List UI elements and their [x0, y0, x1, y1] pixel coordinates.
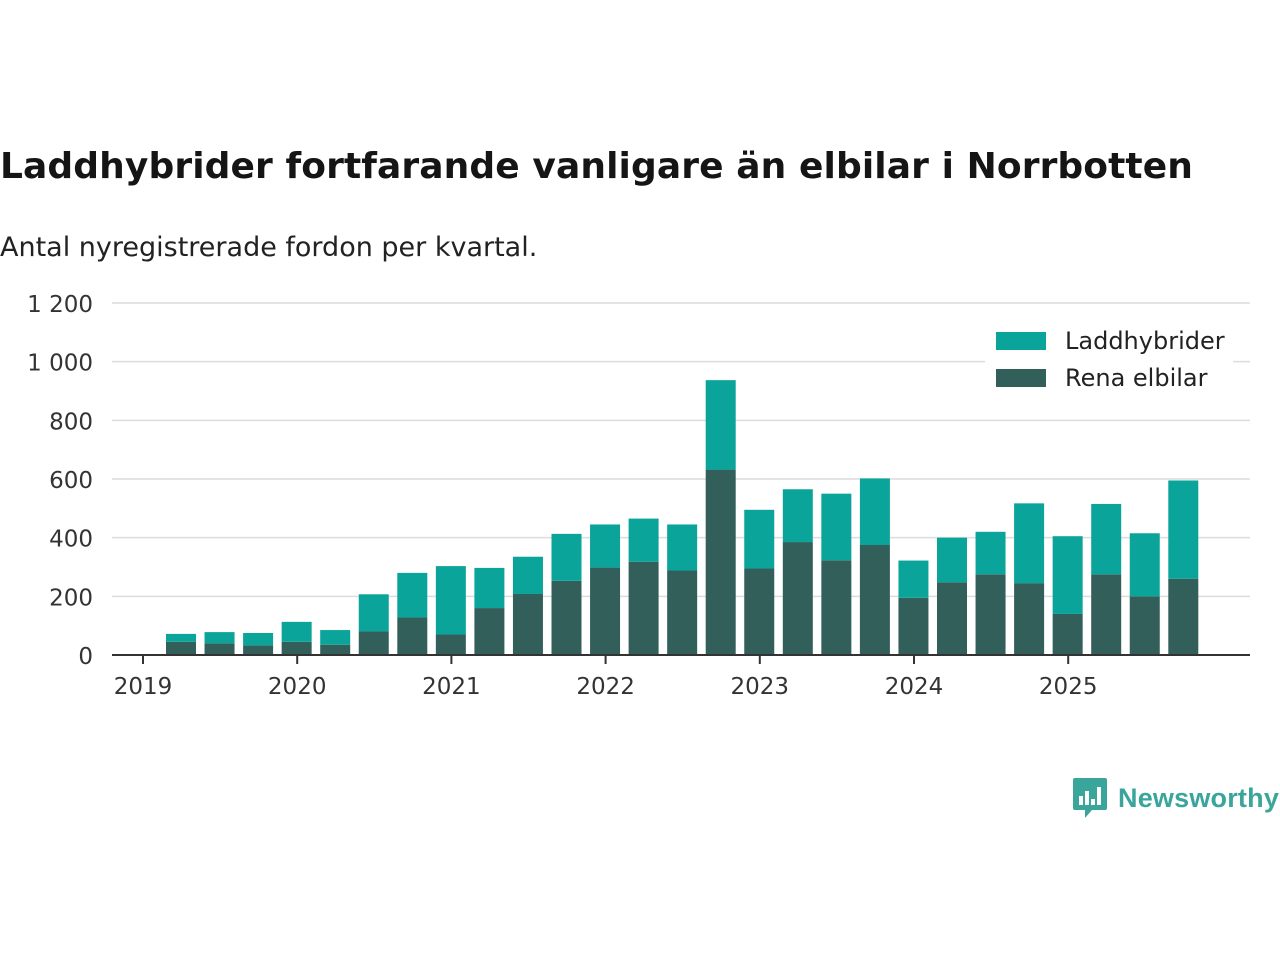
bar-laddhybrider	[166, 633, 196, 642]
y-tick-label: 200	[49, 585, 93, 611]
legend-swatch	[996, 369, 1046, 387]
y-tick-label: 1 200	[27, 292, 93, 318]
bar-laddhybrider	[474, 567, 505, 609]
bar-laddhybrider	[281, 621, 312, 642]
bar-rena-elbilar	[667, 570, 698, 655]
chart-title: Laddhybrider fortfarande vanligare än el…	[0, 146, 1193, 187]
bar-rena-elbilar	[628, 561, 659, 655]
bar-laddhybrider	[975, 531, 1006, 575]
x-tick-label: 2020	[268, 674, 327, 700]
bar-laddhybrider	[859, 478, 890, 545]
legend-swatch	[996, 332, 1046, 350]
bar-rena-elbilar	[1091, 574, 1122, 655]
bar-rena-elbilar	[551, 580, 582, 655]
bar-rena-elbilar	[1129, 596, 1160, 655]
bar-rena-elbilar	[204, 643, 235, 655]
chart-subtitle: Antal nyregistrerade fordon per kvartal.	[0, 232, 538, 263]
bar-rena-elbilar	[937, 582, 967, 655]
bar-laddhybrider	[512, 556, 543, 594]
bars	[166, 380, 1199, 655]
x-axis: 2019 2020 2021 2022 2023 2024 2025	[112, 654, 1250, 700]
bar-laddhybrider	[937, 537, 967, 583]
bar-laddhybrider	[243, 633, 274, 646]
x-tick-label: 2022	[576, 674, 635, 700]
bar-rena-elbilar	[1014, 583, 1045, 655]
y-tick-label: 400	[49, 527, 93, 553]
bar-laddhybrider	[1014, 503, 1045, 584]
bar-laddhybrider	[821, 493, 852, 561]
legend-label: Laddhybrider	[1065, 327, 1225, 355]
bar-laddhybrider	[1052, 536, 1083, 614]
bar-laddhybrider	[705, 380, 736, 470]
bar-rena-elbilar	[744, 568, 775, 655]
bar-laddhybrider	[397, 572, 428, 618]
bar-rena-elbilar	[474, 608, 505, 655]
newsworthy-logo: Newsworthy	[1072, 776, 1279, 820]
x-tick-label: 2023	[731, 674, 790, 700]
bar-rena-elbilar	[975, 574, 1006, 655]
bar-laddhybrider	[667, 524, 698, 571]
y-tick-label: 1 000	[27, 351, 93, 377]
bar-laddhybrider	[358, 594, 389, 632]
x-tick-label: 2024	[885, 674, 944, 700]
bar-laddhybrider	[744, 509, 775, 569]
bar-rena-elbilar	[898, 597, 929, 655]
y-tick-label: 0	[78, 644, 93, 670]
bar-rena-elbilar	[705, 469, 736, 655]
x-tick-label: 2025	[1039, 674, 1098, 700]
bar-rena-elbilar	[782, 542, 813, 655]
bar-rena-elbilar	[1168, 578, 1199, 655]
bar-rena-elbilar	[397, 617, 428, 655]
bar-rena-elbilar	[358, 631, 389, 655]
bar-rena-elbilar	[512, 593, 543, 655]
newsworthy-logo-text: Newsworthy	[1118, 782, 1280, 813]
bar-laddhybrider	[1091, 503, 1122, 575]
bar-rena-elbilar	[859, 545, 890, 655]
bar-laddhybrider	[204, 632, 235, 644]
bar-rena-elbilar	[166, 641, 196, 655]
bar-laddhybrider	[551, 533, 582, 581]
bar-rena-elbilar	[1052, 613, 1083, 655]
x-tick-label: 2019	[114, 674, 173, 700]
bar-laddhybrider	[782, 489, 813, 543]
legend-label: Rena elbilar	[1065, 364, 1208, 392]
bar-rena-elbilar	[590, 567, 621, 655]
bar-laddhybrider	[590, 524, 621, 568]
y-tick-label: 800	[49, 409, 93, 435]
bar-laddhybrider	[898, 560, 929, 598]
bar-laddhybrider	[1168, 480, 1199, 579]
y-axis-ticks: 0 200 400 600 800 1 000 1 200	[27, 292, 93, 670]
legend: Laddhybrider Rena elbilar	[985, 322, 1233, 400]
stacked-bar-chart: 0 200 400 600 800 1 000 1 200 2019 2020 2021 2022…	[27, 292, 1250, 700]
bar-laddhybrider	[628, 518, 659, 562]
x-tick-label: 2021	[422, 674, 481, 700]
bar-rena-elbilar	[281, 641, 312, 655]
bar-laddhybrider	[1129, 533, 1160, 597]
y-tick-label: 600	[49, 468, 93, 494]
bar-rena-elbilar	[435, 634, 466, 655]
bar-laddhybrider	[320, 630, 351, 645]
bar-laddhybrider	[435, 566, 466, 635]
bar-rena-elbilar	[243, 645, 274, 655]
bar-rena-elbilar	[320, 644, 351, 655]
newsworthy-logo-icon	[1073, 778, 1107, 818]
bar-rena-elbilar	[821, 560, 852, 655]
